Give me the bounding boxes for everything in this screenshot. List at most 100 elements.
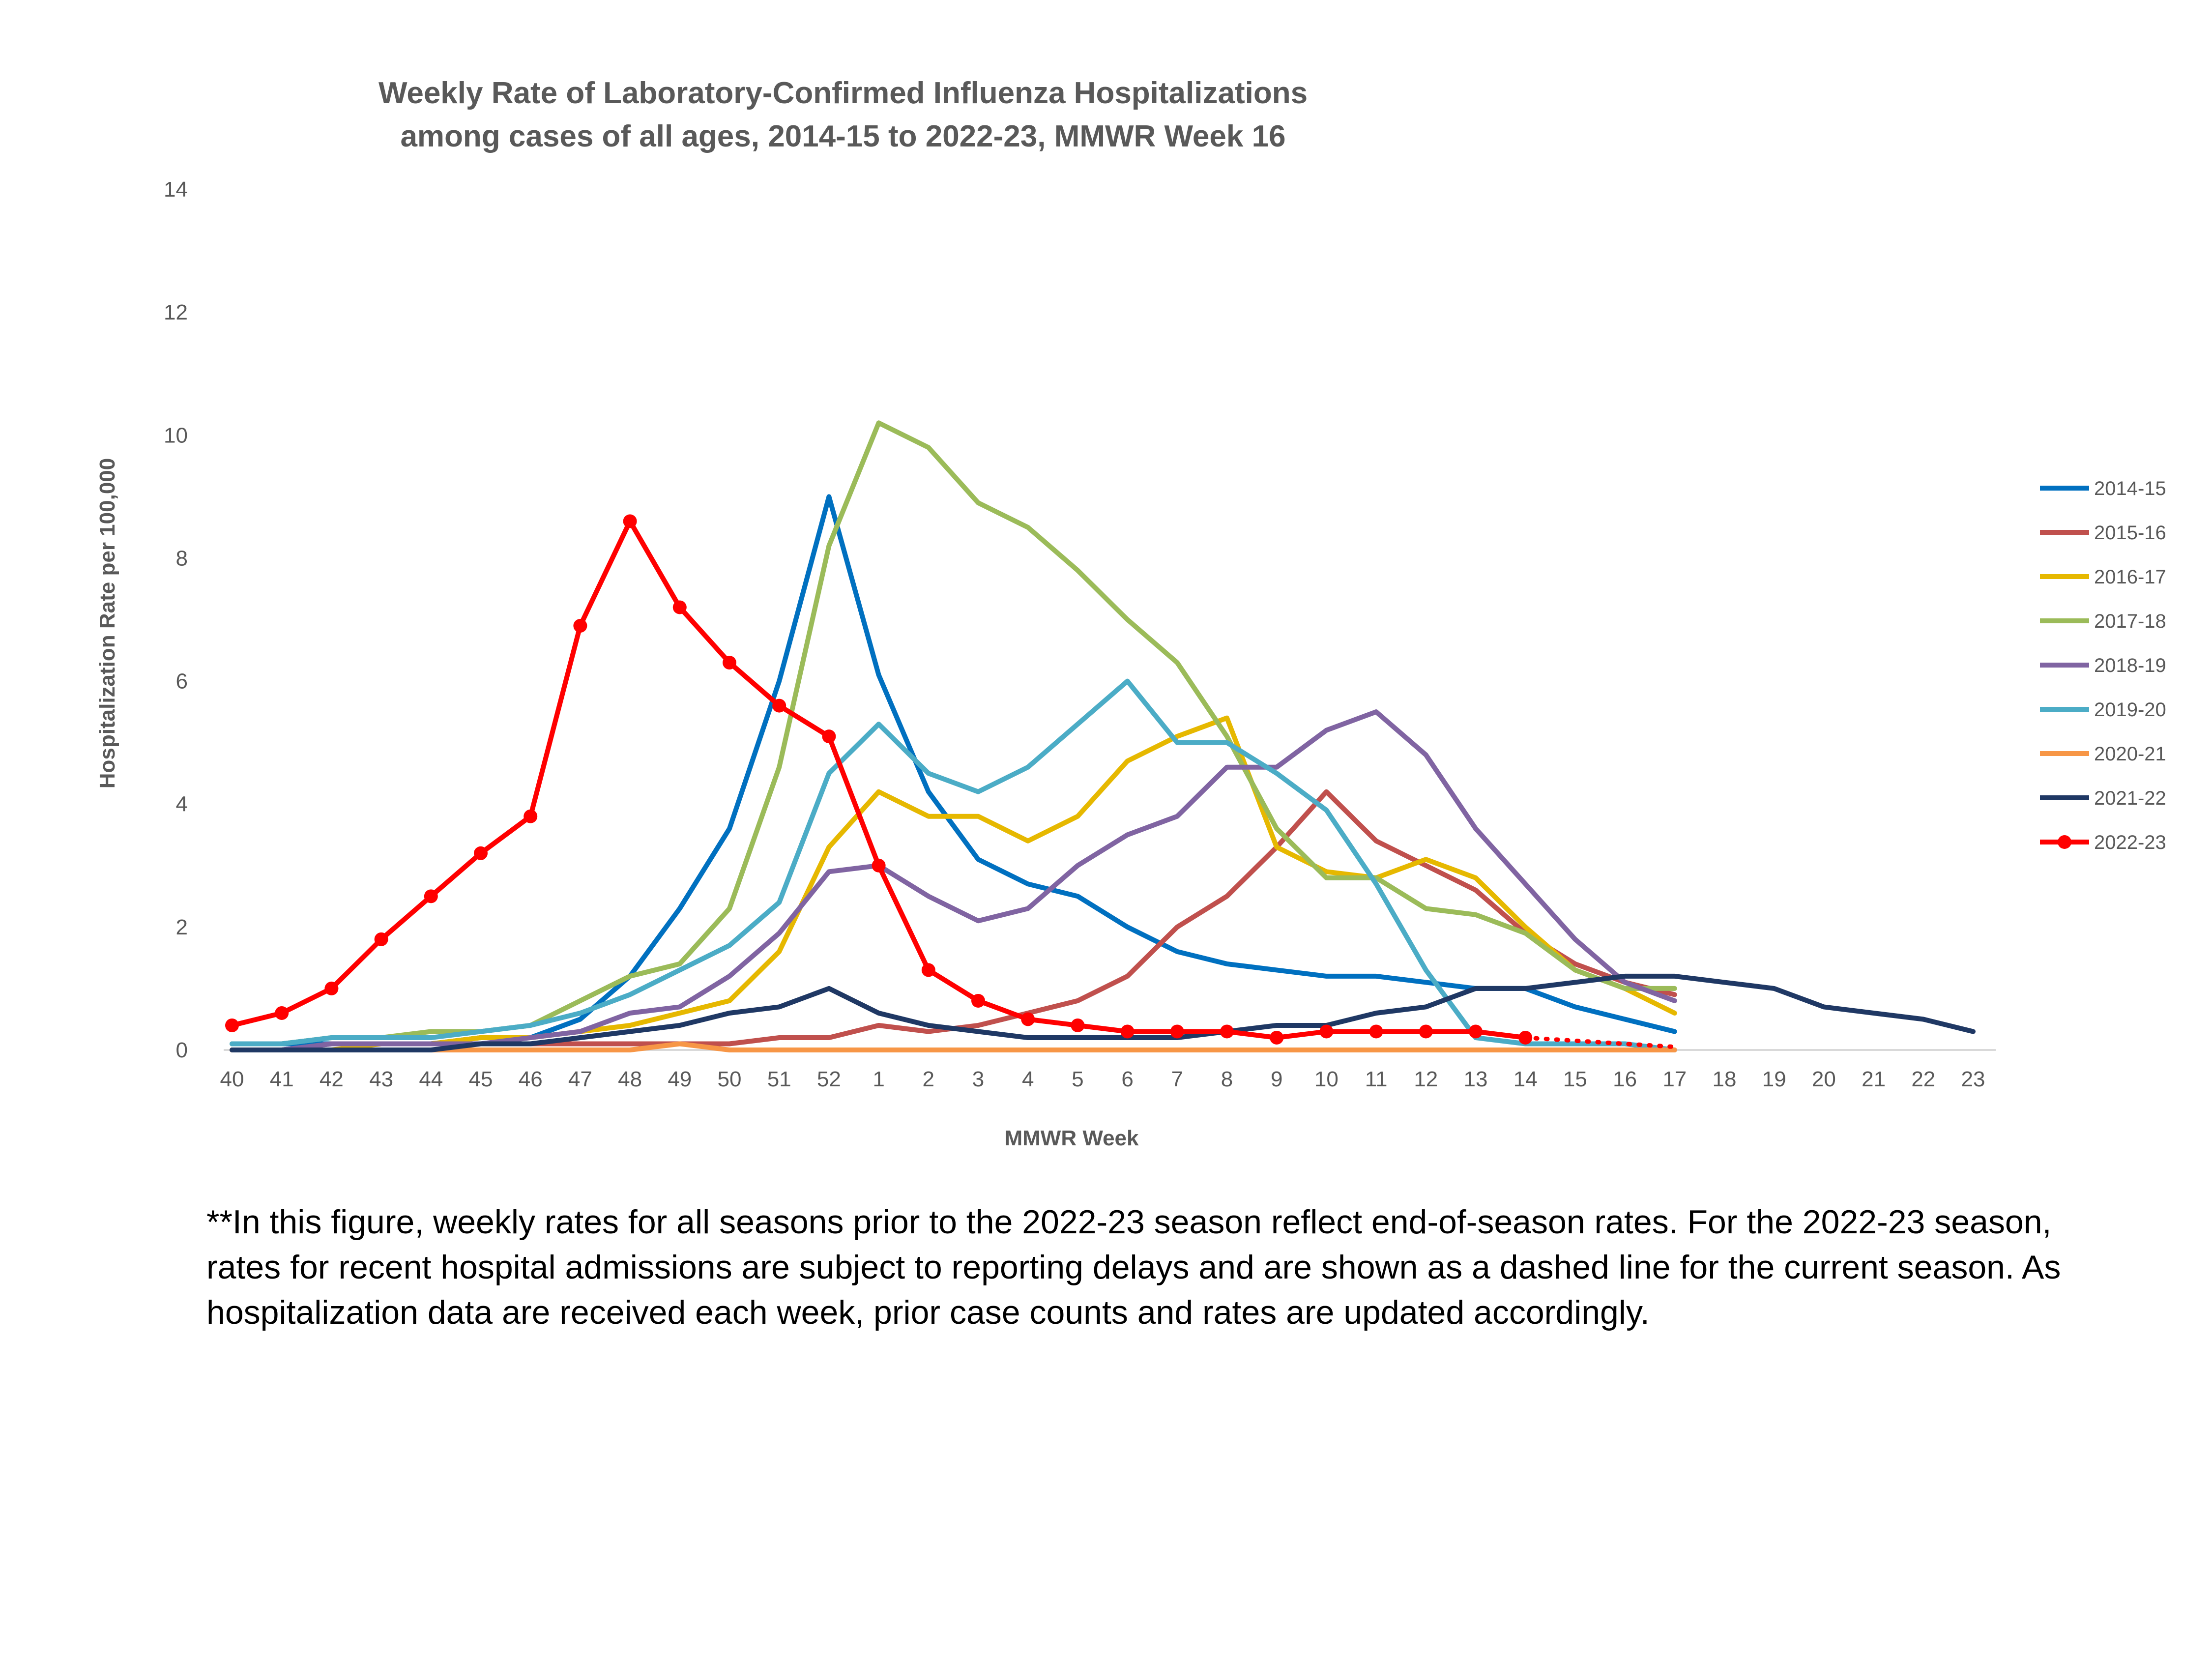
legend-item-2016-17: 2016-17 <box>2040 566 2166 588</box>
series-2021-22 <box>230 973 1976 1052</box>
series-layer <box>225 420 1976 1052</box>
legend-label: 2021-22 <box>2094 787 2166 809</box>
legend-label: 2018-19 <box>2094 655 2166 676</box>
legend-label: 2022-23 <box>2094 832 2166 853</box>
y-axis-title: Hospitalization Rate per 100,000 <box>95 458 119 788</box>
series-2019-20 <box>230 678 1677 1052</box>
chart-subtitle: among cases of all ages, 2014-15 to 2022… <box>400 119 1285 153</box>
series-line <box>230 494 1677 1047</box>
y-tick-label: 4 <box>176 792 188 816</box>
data-point <box>971 993 985 1008</box>
x-tick-label: 10 <box>1314 1067 1339 1091</box>
x-tick-label: 47 <box>568 1067 592 1091</box>
series-line <box>230 715 1677 1052</box>
x-tick-label: 46 <box>519 1067 543 1091</box>
legend: 2014-15 2015-16 2016-17 2017-18 2018-19 2019-… <box>2040 478 2166 853</box>
data-point <box>275 1006 289 1020</box>
data-point <box>424 889 438 903</box>
series-line <box>230 678 1677 1052</box>
y-tick-label: 8 <box>176 546 188 570</box>
x-tick-label: 2 <box>923 1067 934 1091</box>
x-tick-label: 41 <box>270 1067 294 1091</box>
data-point <box>524 809 538 823</box>
series-2020-21 <box>230 1041 1677 1052</box>
data-point <box>573 619 587 633</box>
x-tick-label: 22 <box>1911 1067 1935 1091</box>
data-point <box>1170 1024 1184 1039</box>
legend-item-2018-19: 2018-19 <box>2040 655 2166 676</box>
series-2016-17 <box>230 715 1677 1052</box>
data-point <box>474 846 488 860</box>
data-point <box>1120 1024 1135 1039</box>
x-tick-label: 52 <box>817 1067 841 1091</box>
x-tick-label: 14 <box>1513 1067 1538 1091</box>
series-line <box>230 519 1528 1040</box>
x-tick-label: 17 <box>1662 1067 1687 1091</box>
x-tick-label: 19 <box>1762 1067 1786 1091</box>
data-point <box>374 932 388 946</box>
legend-item-2017-18: 2017-18 <box>2040 611 2166 632</box>
series-2017-18 <box>230 420 1677 1047</box>
series-2014-15 <box>230 494 1677 1047</box>
footnote: **In this figure, weekly rates for all s… <box>206 1203 2061 1331</box>
series-line <box>230 420 1677 1047</box>
x-tick-label: 44 <box>419 1067 443 1091</box>
legend-label: 2014-15 <box>2094 478 2166 499</box>
legend-label: 2020-21 <box>2094 743 2166 765</box>
x-tick-label: 42 <box>320 1067 344 1091</box>
data-point <box>921 963 935 977</box>
series-2022-23 <box>225 514 1677 1049</box>
series-line <box>230 973 1976 1052</box>
x-tick-label: 9 <box>1271 1067 1282 1091</box>
legend-label: 2015-16 <box>2094 522 2166 544</box>
y-tick-label: 12 <box>164 300 188 324</box>
x-tick-label: 11 <box>1365 1067 1388 1091</box>
x-tick-label: 23 <box>1961 1067 1985 1091</box>
data-point <box>1071 1018 1085 1032</box>
x-tick-label: 49 <box>668 1067 692 1091</box>
x-tick-label: 1 <box>873 1067 884 1091</box>
y-tick-label: 2 <box>176 915 188 939</box>
series-line-dashed <box>1523 1035 1677 1049</box>
data-point <box>324 981 339 995</box>
data-point <box>1220 1024 1234 1039</box>
x-tick-label: 18 <box>1713 1067 1737 1091</box>
data-point <box>872 858 886 873</box>
x-axis-ticks: 40 41 42 43 44 45 46 47 48 49 50 51 52 1 2 3 4 5 6 7 8 9 10 11 1… <box>220 1067 1985 1091</box>
data-point <box>772 699 786 713</box>
data-point <box>672 600 687 614</box>
data-point <box>1270 1030 1284 1045</box>
legend-label: 2019-20 <box>2094 699 2166 721</box>
legend-item-2022-23: 2022-23 <box>2040 832 2166 853</box>
series-line <box>230 1041 1677 1052</box>
x-tick-label: 50 <box>718 1067 742 1091</box>
influenza-hospitalization-chart: Weekly Rate of Laboratory-Confirmed Infl… <box>95 76 2166 1150</box>
x-tick-label: 12 <box>1414 1067 1438 1091</box>
data-point <box>1369 1024 1383 1039</box>
x-tick-label: 51 <box>767 1067 791 1091</box>
x-tick-label: 16 <box>1613 1067 1637 1091</box>
y-tick-label: 6 <box>176 669 188 694</box>
data-point <box>225 1018 239 1032</box>
x-tick-label: 7 <box>1171 1067 1183 1091</box>
x-tick-label: 5 <box>1072 1067 1083 1091</box>
x-tick-label: 45 <box>469 1067 493 1091</box>
y-tick-label: 10 <box>164 423 188 447</box>
x-tick-label: 8 <box>1221 1067 1233 1091</box>
x-axis-title: MMWR Week <box>1005 1126 1139 1150</box>
x-tick-label: 20 <box>1812 1067 1836 1091</box>
y-axis-ticks: 0 2 4 6 8 10 12 14 <box>164 177 188 1062</box>
y-tick-label: 14 <box>164 177 188 202</box>
x-tick-label: 13 <box>1464 1067 1488 1091</box>
x-tick-label: 3 <box>972 1067 984 1091</box>
x-tick-label: 15 <box>1563 1067 1587 1091</box>
x-tick-label: 4 <box>1022 1067 1034 1091</box>
legend-item-2020-21: 2020-21 <box>2040 743 2166 765</box>
x-tick-label: 43 <box>369 1067 393 1091</box>
legend-item-2019-20: 2019-20 <box>2040 699 2166 721</box>
data-point <box>623 514 637 528</box>
data-point <box>1518 1030 1533 1045</box>
legend-marker <box>2058 835 2071 849</box>
legend-label: 2017-18 <box>2094 611 2166 632</box>
data-point <box>822 729 836 744</box>
